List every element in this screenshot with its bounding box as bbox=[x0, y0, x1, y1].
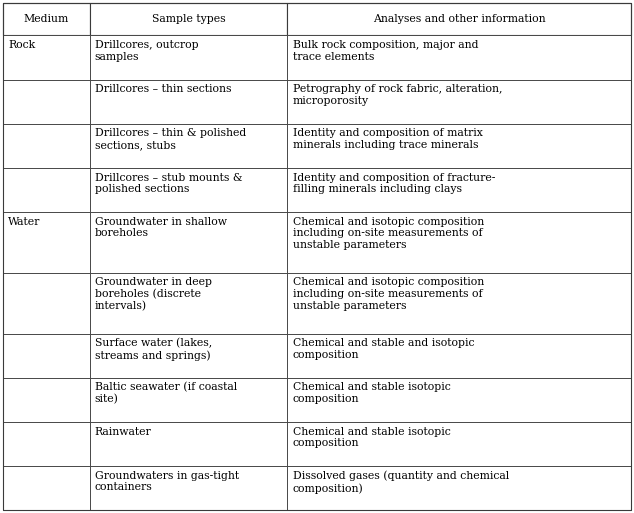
Bar bbox=[90, 35, 287, 80]
Text: Chemical and stable isotopic
composition: Chemical and stable isotopic composition bbox=[292, 427, 450, 448]
Text: Analyses and other information: Analyses and other information bbox=[373, 14, 545, 24]
Text: Chemical and isotopic composition
including on-site measurements of
unstable par: Chemical and isotopic composition includ… bbox=[292, 278, 484, 311]
Bar bbox=[3, 273, 90, 333]
Bar bbox=[90, 80, 287, 124]
Bar bbox=[287, 273, 631, 333]
Text: Water: Water bbox=[8, 217, 41, 227]
Text: Drillcores – thin sections: Drillcores – thin sections bbox=[95, 84, 231, 94]
Bar bbox=[90, 3, 287, 35]
Text: Groundwaters in gas-tight
containers: Groundwaters in gas-tight containers bbox=[95, 471, 239, 492]
Bar bbox=[3, 378, 90, 422]
Text: Chemical and stable and isotopic
composition: Chemical and stable and isotopic composi… bbox=[292, 338, 474, 360]
Bar bbox=[3, 124, 90, 168]
Text: Groundwater in shallow
boreholes: Groundwater in shallow boreholes bbox=[95, 217, 227, 239]
Text: Identity and composition of fracture-
filling minerals including clays: Identity and composition of fracture- fi… bbox=[292, 172, 495, 194]
Bar bbox=[90, 273, 287, 333]
Bar bbox=[287, 212, 631, 273]
Bar bbox=[90, 378, 287, 422]
Text: Drillcores, outcrop
samples: Drillcores, outcrop samples bbox=[95, 40, 198, 62]
Bar bbox=[3, 466, 90, 510]
Bar bbox=[287, 466, 631, 510]
Bar bbox=[287, 3, 631, 35]
Bar bbox=[3, 422, 90, 466]
Bar bbox=[287, 422, 631, 466]
Bar bbox=[90, 212, 287, 273]
Bar bbox=[3, 3, 90, 35]
Text: Drillcores – stub mounts &
polished sections: Drillcores – stub mounts & polished sect… bbox=[95, 172, 242, 194]
Bar bbox=[287, 124, 631, 168]
Text: Chemical and isotopic composition
including on-site measurements of
unstable par: Chemical and isotopic composition includ… bbox=[292, 217, 484, 250]
Text: Sample types: Sample types bbox=[152, 14, 226, 24]
Text: Surface water (lakes,
streams and springs): Surface water (lakes, streams and spring… bbox=[95, 338, 212, 361]
Bar bbox=[90, 168, 287, 212]
Text: Baltic seawater (if coastal
site): Baltic seawater (if coastal site) bbox=[95, 382, 237, 405]
Bar bbox=[90, 466, 287, 510]
Bar bbox=[287, 80, 631, 124]
Bar bbox=[3, 80, 90, 124]
Text: Medium: Medium bbox=[24, 14, 69, 24]
Bar bbox=[287, 378, 631, 422]
Bar bbox=[3, 333, 90, 378]
Bar bbox=[287, 35, 631, 80]
Text: Identity and composition of matrix
minerals including trace minerals: Identity and composition of matrix miner… bbox=[292, 128, 482, 150]
Text: Rainwater: Rainwater bbox=[95, 427, 152, 437]
Bar bbox=[3, 168, 90, 212]
Bar bbox=[3, 212, 90, 273]
Text: Rock: Rock bbox=[8, 40, 36, 50]
Text: Drillcores – thin & polished
sections, stubs: Drillcores – thin & polished sections, s… bbox=[95, 128, 246, 150]
Text: Chemical and stable isotopic
composition: Chemical and stable isotopic composition bbox=[292, 382, 450, 404]
Text: Groundwater in deep
boreholes (discrete
intervals): Groundwater in deep boreholes (discrete … bbox=[95, 278, 212, 311]
Bar bbox=[287, 168, 631, 212]
Bar bbox=[90, 422, 287, 466]
Bar bbox=[287, 333, 631, 378]
Bar bbox=[90, 333, 287, 378]
Text: Petrography of rock fabric, alteration,
microporosity: Petrography of rock fabric, alteration, … bbox=[292, 84, 502, 106]
Text: Bulk rock composition, major and
trace elements: Bulk rock composition, major and trace e… bbox=[292, 40, 478, 62]
Bar bbox=[3, 35, 90, 80]
Bar bbox=[90, 124, 287, 168]
Text: Dissolved gases (quantity and chemical
composition): Dissolved gases (quantity and chemical c… bbox=[292, 471, 509, 494]
